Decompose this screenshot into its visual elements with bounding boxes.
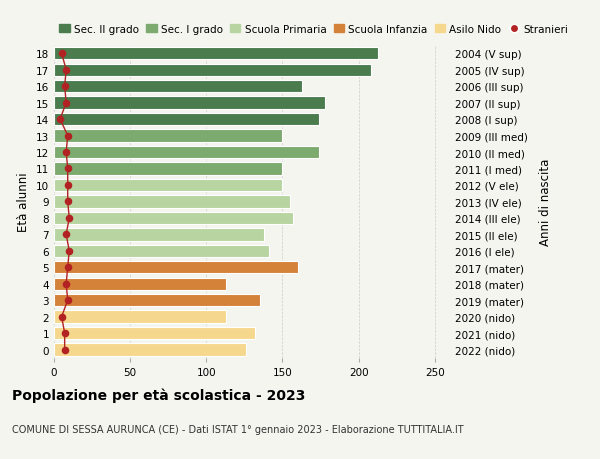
Bar: [54, 245, 269, 257]
Bar: [54, 146, 319, 159]
Point: [60, 346, 70, 353]
Point: [61, 280, 71, 288]
Bar: [54, 81, 302, 93]
Point: [57, 50, 67, 58]
Point: [60, 83, 70, 90]
Point: [64, 247, 74, 255]
Y-axis label: Età alunni: Età alunni: [17, 172, 31, 232]
Point: [61, 149, 71, 157]
Bar: [54, 327, 255, 340]
Y-axis label: Anni di nascita: Anni di nascita: [539, 158, 552, 246]
Bar: [54, 179, 283, 192]
Bar: [54, 97, 325, 110]
Point: [55, 116, 65, 123]
Point: [63, 182, 73, 189]
Point: [63, 264, 73, 271]
Bar: [54, 294, 260, 307]
Text: COMUNE DI SESSA AURUNCA (CE) - Dati ISTAT 1° gennaio 2023 - Elaborazione TUTTITA: COMUNE DI SESSA AURUNCA (CE) - Dati ISTA…: [12, 425, 464, 435]
Bar: [54, 344, 246, 356]
Bar: [54, 278, 226, 290]
Bar: [54, 262, 298, 274]
Point: [61, 67, 71, 74]
Bar: [54, 196, 290, 208]
Point: [61, 231, 71, 239]
Point: [60, 330, 70, 337]
Bar: [54, 229, 264, 241]
Bar: [54, 163, 283, 175]
Point: [64, 215, 74, 222]
Bar: [54, 48, 379, 60]
Point: [63, 198, 73, 206]
Bar: [54, 130, 283, 142]
Point: [61, 100, 71, 107]
Text: Popolazione per età scolastica - 2023: Popolazione per età scolastica - 2023: [12, 388, 305, 403]
Bar: [54, 212, 293, 224]
Bar: [54, 311, 226, 323]
Legend: Sec. II grado, Sec. I grado, Scuola Primaria, Scuola Infanzia, Asilo Nido, Stran: Sec. II grado, Sec. I grado, Scuola Prim…: [59, 24, 568, 34]
Point: [57, 313, 67, 321]
Point: [63, 133, 73, 140]
Point: [63, 165, 73, 173]
Bar: [54, 64, 371, 77]
Point: [63, 297, 73, 304]
Bar: [54, 114, 319, 126]
